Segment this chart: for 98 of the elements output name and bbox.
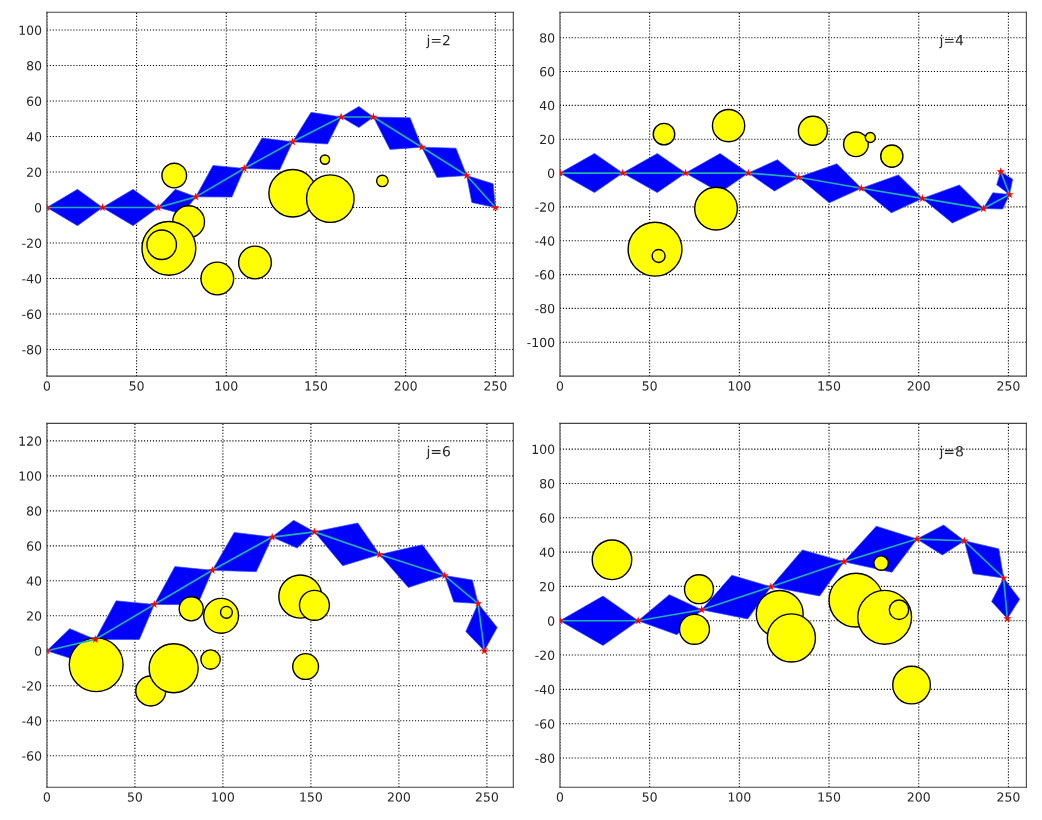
point — [91, 635, 100, 643]
point — [979, 204, 988, 213]
x-tick-label: 200 — [907, 792, 930, 802]
point — [150, 600, 159, 608]
x-tick-label: 50 — [127, 792, 143, 802]
x-tick-label: 0 — [43, 792, 51, 802]
point — [240, 164, 249, 173]
x-tick-label: 250 — [484, 381, 507, 391]
point — [633, 616, 643, 625]
point — [417, 142, 426, 151]
y-tick-label: -40 — [22, 716, 42, 726]
y-tick-label: 40 — [26, 132, 42, 142]
y-tick-label: -80 — [22, 344, 42, 355]
y-tick-label: -40 — [535, 684, 555, 695]
point — [766, 582, 776, 591]
y-tick-label: -100 — [527, 337, 555, 348]
point — [480, 646, 489, 655]
y-tick-label: 0 — [547, 168, 555, 178]
x-tick-label: 50 — [642, 381, 657, 391]
point — [857, 183, 866, 192]
x-tick-label: 0 — [43, 381, 51, 391]
x-tick-label: 100 — [728, 792, 751, 802]
x-tick-label: 250 — [475, 792, 499, 802]
annotation: j=4 — [939, 34, 964, 49]
point — [473, 599, 483, 608]
y-tick-label: -60 — [535, 719, 555, 729]
y-tick-label: 100 — [19, 471, 42, 481]
point — [1005, 190, 1014, 199]
point — [744, 168, 753, 177]
y-tick-label: 60 — [27, 541, 42, 551]
y-tick-label: -60 — [22, 751, 42, 761]
y-tick-label: 0 — [34, 202, 42, 213]
x-tick-label: 150 — [818, 792, 841, 802]
point — [375, 550, 384, 559]
point — [208, 565, 217, 574]
y-tick-label: -40 — [535, 236, 555, 246]
y-tick-label: -60 — [535, 270, 555, 280]
point — [153, 203, 163, 212]
point — [336, 112, 346, 121]
x-tick-label: 100 — [215, 381, 238, 391]
y-tick-label: -20 — [22, 238, 42, 248]
y-tick-label: 20 — [27, 611, 42, 621]
point — [794, 172, 803, 181]
x-tick-label: 50 — [129, 381, 144, 391]
x-tick-label: 100 — [728, 381, 751, 391]
point — [440, 571, 449, 580]
y-tick-label: 60 — [27, 96, 42, 106]
x-tick-label: 150 — [305, 381, 328, 391]
y-tick-label: 60 — [540, 513, 555, 523]
x-tick-label: 0 — [556, 792, 564, 802]
y-tick-label: 100 — [532, 444, 555, 455]
y-tick-label: -20 — [22, 681, 42, 691]
y-tick-label: -80 — [535, 303, 555, 314]
x-tick-label: 0 — [556, 381, 564, 391]
x-tick-label: 200 — [387, 792, 410, 802]
point — [1003, 614, 1012, 623]
y-tick-label: 0 — [547, 616, 555, 626]
y-tick-label: -60 — [22, 309, 42, 319]
x-tick-label: 200 — [394, 381, 417, 391]
y-tick-label: -20 — [535, 202, 555, 212]
y-tick-label: 80 — [26, 506, 42, 516]
annotation: j=8 — [939, 445, 963, 460]
annotation: j=6 — [426, 445, 450, 460]
point — [839, 557, 849, 566]
y-tick-label: 20 — [27, 167, 42, 177]
x-tick-label: 250 — [997, 381, 1020, 391]
point — [918, 194, 927, 202]
x-tick-label: 150 — [818, 381, 841, 391]
y-tick-label: 80 — [540, 33, 555, 43]
y-tick-label: -40 — [22, 273, 42, 284]
x-tick-label: 250 — [997, 792, 1020, 802]
point — [697, 605, 706, 614]
x-tick-label: 50 — [642, 792, 657, 802]
y-tick-label: 20 — [540, 134, 555, 145]
y-tick-label: 40 — [539, 100, 555, 111]
y-tick-label: 120 — [19, 436, 42, 446]
y-tick-label: 80 — [26, 61, 42, 71]
y-tick-label: 0 — [34, 646, 42, 656]
point — [996, 167, 1005, 176]
y-tick-label: 20 — [540, 581, 555, 592]
x-tick-label: 200 — [907, 381, 930, 391]
point — [98, 203, 107, 212]
point — [310, 527, 319, 536]
point — [960, 536, 969, 545]
point — [462, 171, 471, 180]
y-tick-label: 60 — [540, 67, 555, 77]
x-tick-label: 150 — [300, 792, 322, 802]
point — [491, 203, 500, 212]
x-tick-label: 100 — [212, 792, 234, 802]
y-tick-label: -80 — [535, 753, 555, 763]
y-tick-label: 100 — [19, 25, 42, 35]
annotation: j=2 — [426, 34, 450, 49]
point — [912, 534, 922, 543]
y-tick-label: 40 — [26, 576, 42, 586]
y-tick-label: 80 — [540, 478, 555, 489]
y-tick-label: -20 — [535, 650, 555, 660]
point — [288, 137, 297, 146]
y-tick-label: 40 — [539, 547, 555, 558]
